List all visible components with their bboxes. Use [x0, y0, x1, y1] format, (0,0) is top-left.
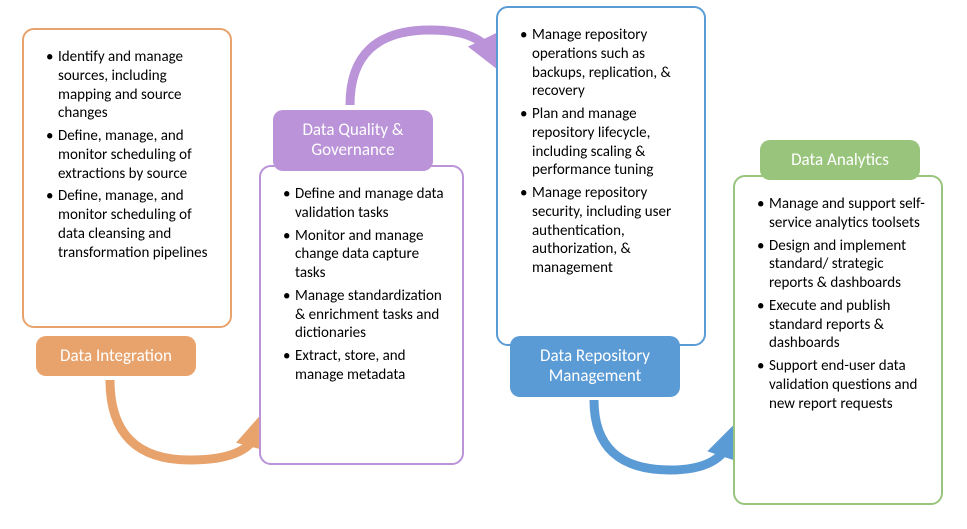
- list-data-quality: Define and manage data validation tasks …: [283, 185, 448, 385]
- box-data-analytics: Manage and support self-service analytic…: [733, 175, 943, 505]
- list-item: Manage standardization & enrichment task…: [283, 287, 448, 343]
- box-data-quality: Define and manage data validation tasks …: [259, 165, 464, 465]
- label-data-analytics: Data Analytics: [760, 140, 920, 180]
- list-data-analytics: Manage and support self-service analytic…: [757, 195, 927, 413]
- list-item: Plan and manage repository lifecycle, in…: [520, 105, 690, 180]
- list-item: Define and manage data validation tasks: [283, 185, 448, 223]
- list-item: Define, manage, and monitor scheduling o…: [46, 127, 216, 183]
- list-item: Monitor and manage change data capture t…: [283, 227, 448, 283]
- label-data-quality: Data Quality & Governance: [273, 110, 433, 171]
- list-item: Define, manage, and monitor scheduling o…: [46, 187, 216, 262]
- list-item: Manage repository security, including us…: [520, 184, 690, 278]
- label-data-repository: Data Repository Management: [510, 336, 680, 397]
- list-item: Manage and support self-service analytic…: [757, 195, 927, 233]
- label-data-integration: Data Integration: [36, 336, 196, 376]
- box-data-repository: Manage repository operations such as bac…: [496, 6, 706, 346]
- list-item: Extract, store, and manage metadata: [283, 347, 448, 385]
- list-item: Manage repository operations such as bac…: [520, 26, 690, 101]
- list-data-integration: Identify and manage sources, including m…: [46, 48, 216, 262]
- list-item: Design and implement standard/ strategic…: [757, 237, 927, 293]
- list-item: Execute and publish standard reports & d…: [757, 297, 927, 353]
- list-item: Identify and manage sources, including m…: [46, 48, 216, 123]
- list-data-repository: Manage repository operations such as bac…: [520, 26, 690, 278]
- box-data-integration: Identify and manage sources, including m…: [22, 28, 232, 328]
- list-item: Support end-user data validation questio…: [757, 357, 927, 413]
